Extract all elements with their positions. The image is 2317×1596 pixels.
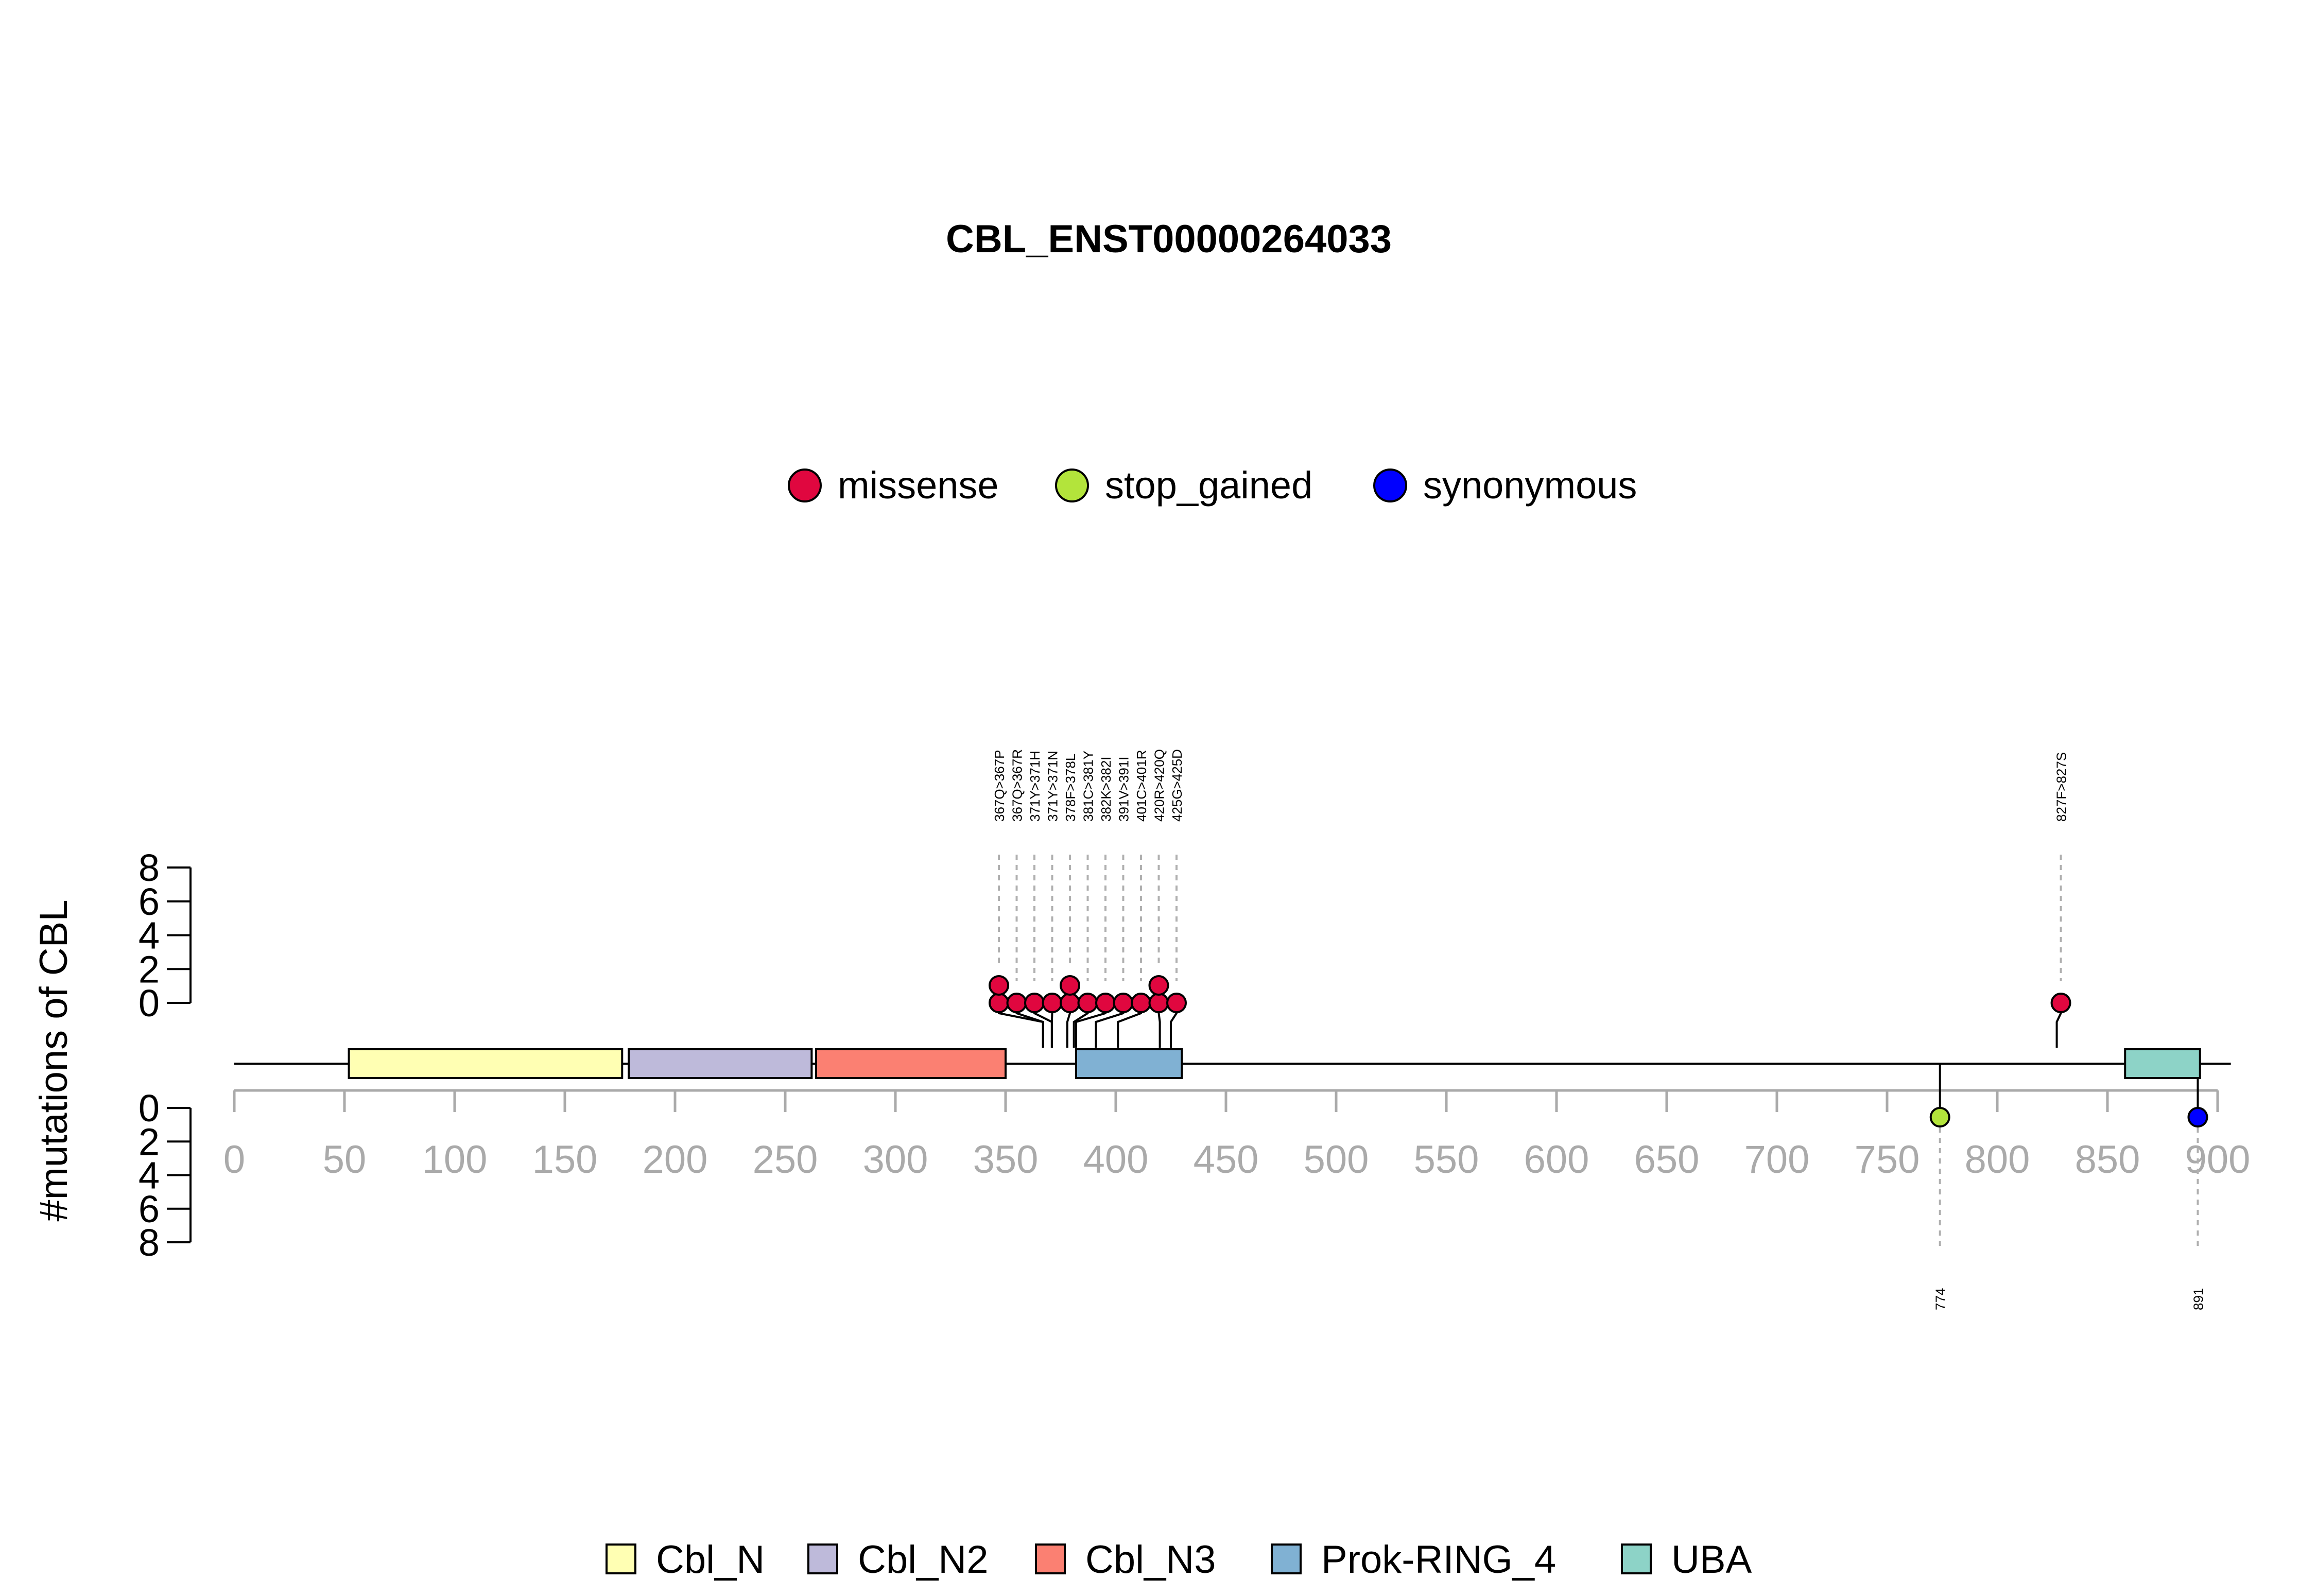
mutation-point-bottom [2187,1107,2208,1127]
x-axis-tick-label: 650 [1634,1138,1700,1182]
mutation-stem [1157,1009,1161,1048]
x-axis-tick-label: 400 [1083,1138,1149,1182]
y-top-tick-label: 8 [139,846,160,889]
mutation-point [1148,993,1169,1013]
mutation-label: 371Y>371N [1045,751,1061,822]
mutation-point [1113,993,1134,1013]
mutation-stem [1075,1009,1106,1048]
mutation-label: 371Y>371H [1027,751,1043,822]
x-axis-tick-label: 900 [2185,1138,2251,1182]
mutation-stem [1117,1009,1142,1048]
mutation-type-legend: missense stop_gained synonymous [788,464,1637,507]
mutation-point-bottom [1929,1107,1950,1127]
x-axis-tick-label: 500 [1304,1138,1369,1182]
mutation-label: 382K>382I [1098,756,1114,822]
y-axis-label: #mutations of CBL [32,899,76,1221]
mutation-point [1148,975,1169,996]
x-axis-tick-label: 450 [1194,1138,1259,1182]
mutation-point [2050,993,2071,1013]
mutation-point [1024,993,1045,1013]
domain-legend-cbl_n-label: Cbl_N [656,1538,765,1582]
y-top-tick-label: 6 [139,880,160,923]
mutation-label: 391V>391I [1116,756,1132,822]
mutation-stem [2055,1009,2062,1048]
x-axis-tick-label: 850 [2075,1138,2140,1182]
legend-stop_gained-label: stop_gained [1105,464,1312,507]
chart-title: CBL_ENST00000264033 [946,217,1392,261]
mutation-label: 367Q>367P [992,750,1007,822]
domain-legend: Cbl_N Cbl_N2 Cbl_N3 Prok-RING_4 UBA [606,1538,1752,1582]
x-axis-tick-label: 100 [422,1138,488,1182]
mutation-label: 367Q>367R [1010,749,1025,822]
mutation-point [1166,993,1187,1013]
x-axis-tick-label: 800 [1965,1138,2030,1182]
legend-missense-marker [788,469,822,502]
mutation-point [1095,993,1116,1013]
domain-legend-cbl_n3-label: Cbl_N3 [1085,1538,1216,1582]
mutation-labels: 367Q>367P 367Q>367R 371Y>371H 371Y>371N 378F… [992,749,2206,1310]
mutation-point [989,975,1009,996]
x-axis-tick-label: 550 [1414,1138,1479,1182]
x-axis-tick-label: 700 [1744,1138,1810,1182]
domain-prok-ring_4 [1075,1048,1183,1079]
mutation-label: 827F>827S [2054,752,2069,822]
mutation-label: 425G>425D [1169,749,1185,822]
y-top-tick-label: 0 [139,982,160,1025]
x-axis-tick-label: 150 [532,1138,598,1182]
y-bottom-tick-label: 0 [139,1087,160,1130]
domain-legend-prok-ring_4-label: Prok-RING_4 [1321,1538,1556,1582]
domain-legend-cbl_n2-swatch [807,1543,838,1574]
x-axis-tick-label: 300 [863,1138,928,1182]
x-axis-tick-label: 50 [323,1138,367,1182]
mutation-label: 420R>420Q [1152,749,1167,822]
legend-synonymous-marker [1373,469,1407,502]
x-axis-tick-label: 750 [1855,1138,1920,1182]
y-bottom-tick-label: 4 [139,1154,160,1197]
protein-domains [348,1048,2201,1079]
legend-stop_gained-marker [1055,469,1089,502]
label-guide-lines [998,855,2199,1246]
y-top-tick-label: 2 [139,948,160,991]
legend-synonymous-label: synonymous [1423,464,1637,507]
domain-legend-cbl_n2-label: Cbl_N2 [858,1538,988,1582]
domain-legend-cbl_n-swatch [606,1543,636,1574]
mutation-point [1077,993,1098,1013]
domain-legend-uba-swatch [1621,1543,1652,1574]
domain-legend-uba-label: UBA [1671,1538,1752,1582]
y-bottom-tick-label: 8 [139,1221,160,1264]
mutation-label: 381C>381Y [1081,751,1096,822]
domain-cbl_n [348,1048,624,1079]
domain-uba [2124,1048,2201,1079]
domain-cbl_n2 [628,1048,813,1079]
x-axis-tick-label: 350 [973,1138,1039,1182]
domain-legend-prok-ring_4-swatch [1271,1543,1302,1574]
mutation-point [1131,993,1151,1013]
mutation-stem [1066,1009,1071,1048]
mutation-point [1060,993,1080,1013]
x-axis: 0 50 100 150 200 250 300 350 400 450 500 550 600 650 7… [223,1089,2251,1182]
mutation-label: 378F>378L [1063,754,1078,822]
legend-missense-label: missense [838,464,999,507]
x-axis-tick-label: 0 [223,1138,245,1182]
domain-legend-cbl_n3-swatch [1035,1543,1066,1574]
x-axis-tick-label: 250 [753,1138,818,1182]
domain-cbl_n3 [815,1048,1007,1079]
mutation-label: 401C>401R [1134,750,1149,822]
mutation-point [989,993,1009,1013]
mutation-point [1006,993,1027,1013]
x-axis-tick-label: 200 [643,1138,708,1182]
x-axis-tick-label: 600 [1524,1138,1589,1182]
y-bottom-tick-label: 6 [139,1188,160,1230]
mutation-point [1060,975,1080,996]
mutation-point [1042,993,1063,1013]
mutation-label-bottom: 891 [2190,1288,2206,1310]
mutation-label-bottom: 774 [1933,1288,1948,1310]
mutation-stem [1170,1009,1178,1048]
y-top-tick-label: 4 [139,914,160,957]
y-bottom-tick-label: 2 [139,1120,160,1163]
mutation-points [989,975,2208,1127]
